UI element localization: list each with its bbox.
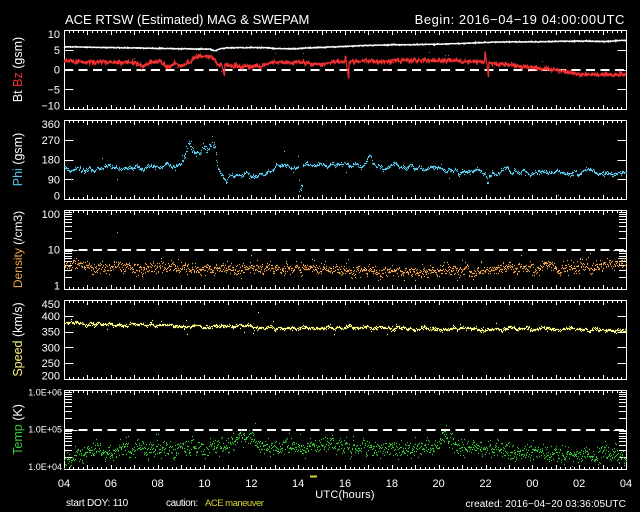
svg-text:1.0E+04: 1.0E+04 (28, 462, 62, 472)
svg-text:Temp (K): Temp (K) (11, 404, 25, 455)
svg-text:Bt Bz (gsm): Bt Bz (gsm) (11, 37, 25, 102)
svg-text:18: 18 (386, 478, 398, 490)
svg-text:14: 14 (292, 478, 304, 490)
svg-text:90: 90 (48, 174, 60, 186)
svg-text:1.0E+05: 1.0E+05 (28, 424, 62, 434)
svg-text:−10: −10 (41, 101, 60, 113)
svg-text:400: 400 (42, 311, 60, 323)
svg-text:02: 02 (573, 478, 585, 490)
svg-text:1: 1 (54, 281, 60, 293)
svg-text:04: 04 (620, 478, 632, 490)
svg-text:ACE RTSW (Estimated) MAG & SWE: ACE RTSW (Estimated) MAG & SWEPAM (65, 12, 309, 27)
svg-text:08: 08 (152, 478, 164, 490)
svg-text:10: 10 (48, 245, 60, 257)
svg-text:12: 12 (245, 478, 257, 490)
svg-text:04: 04 (58, 478, 70, 490)
svg-text:Density (/cm3): Density (/cm3) (11, 211, 25, 288)
svg-text:10: 10 (48, 29, 60, 41)
svg-text:start DOY: 110: start DOY: 110 (66, 498, 129, 509)
svg-text:350: 350 (42, 327, 60, 339)
svg-text:UTC(hours): UTC(hours) (315, 489, 374, 501)
svg-text:ACE maneuver: ACE maneuver (205, 498, 264, 509)
svg-text:360: 360 (42, 119, 60, 131)
svg-text:450: 450 (42, 299, 60, 311)
svg-text:Phi (gsm): Phi (gsm) (11, 133, 25, 187)
svg-text:−5: −5 (47, 84, 60, 96)
svg-text:caution:: caution: (166, 498, 198, 509)
svg-text:20: 20 (433, 478, 445, 490)
svg-text:250: 250 (42, 358, 60, 370)
svg-text:06: 06 (105, 478, 117, 490)
svg-text:1.0E+06: 1.0E+06 (28, 387, 62, 397)
svg-text:200: 200 (42, 371, 60, 383)
svg-text:270: 270 (42, 135, 60, 147)
svg-text:100: 100 (42, 209, 60, 221)
svg-text:00: 00 (526, 478, 538, 490)
svg-text:180: 180 (42, 155, 60, 167)
svg-text:10: 10 (198, 478, 210, 490)
svg-text:16: 16 (339, 478, 351, 490)
svg-text:0: 0 (54, 65, 60, 77)
svg-text:0: 0 (54, 191, 60, 203)
svg-text:Speed (km/s): Speed (km/s) (11, 302, 25, 376)
svg-text:22: 22 (479, 478, 491, 490)
svg-text:300: 300 (42, 342, 60, 354)
svg-text:created: 2016−04−20 03:36:05UT: created: 2016−04−20 03:36:05UTC (466, 499, 626, 510)
svg-text:5: 5 (54, 45, 60, 57)
svg-text:Begin: 2016−04−19 04:00:00UTC: Begin: 2016−04−19 04:00:00UTC (415, 12, 625, 27)
